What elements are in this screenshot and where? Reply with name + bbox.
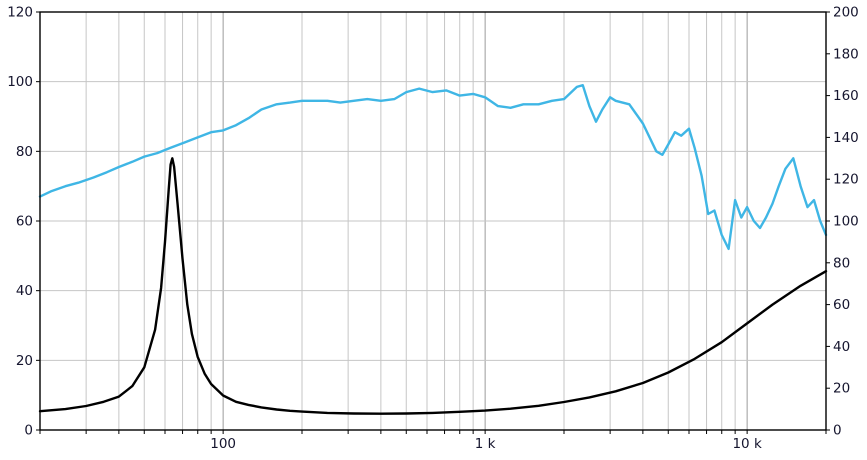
y-right-tick-label: 80 xyxy=(833,255,850,271)
y-left-tick-label: 20 xyxy=(16,353,33,369)
y-right-tick-label: 160 xyxy=(833,88,859,104)
y-right-tick-label: 120 xyxy=(833,172,859,188)
y-right-tick-label: 100 xyxy=(833,214,859,230)
impedance-curve xyxy=(38,157,828,415)
y-left-tick-label: 120 xyxy=(7,5,33,21)
frequency-response-spl-curve xyxy=(38,83,828,251)
y-right-tick-label: 0 xyxy=(833,423,842,439)
x-tick-label: 100 xyxy=(210,436,236,452)
y-right-tick-label: 40 xyxy=(833,339,850,355)
y-right-tick-label: 200 xyxy=(833,5,859,21)
y-left-tick-label: 0 xyxy=(24,423,33,439)
y-right-tick-label: 20 xyxy=(833,381,850,397)
x-tick-label: 1 k xyxy=(475,436,496,452)
y-left-tick-label: 60 xyxy=(16,214,33,230)
y-left-tick-label: 40 xyxy=(16,283,33,299)
y-right-tick-label: 140 xyxy=(833,130,859,146)
y-left-tick-label: 80 xyxy=(16,144,33,160)
y-right-tick-label: 180 xyxy=(833,46,859,62)
y-left-tick-label: 100 xyxy=(7,74,33,90)
plot-frame xyxy=(39,11,827,431)
y-right-tick-label: 60 xyxy=(833,297,850,313)
x-tick-label: 10 k xyxy=(732,436,761,452)
